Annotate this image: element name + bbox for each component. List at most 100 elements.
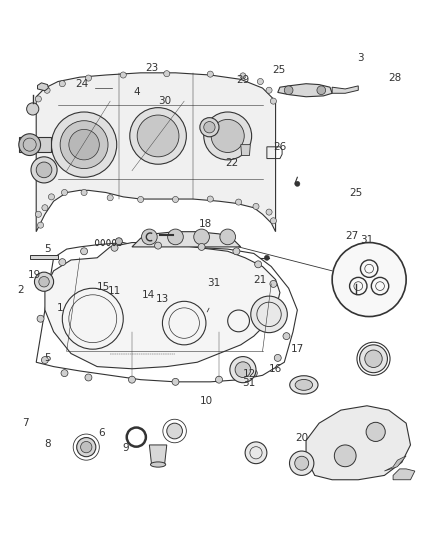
Circle shape: [164, 71, 170, 77]
Circle shape: [138, 197, 144, 203]
Circle shape: [35, 272, 53, 292]
Text: 31: 31: [207, 278, 220, 288]
Circle shape: [60, 120, 108, 168]
Circle shape: [61, 370, 68, 377]
Circle shape: [332, 243, 406, 317]
Circle shape: [215, 376, 223, 383]
Circle shape: [111, 244, 118, 251]
Text: 30: 30: [158, 96, 171, 106]
Circle shape: [198, 244, 205, 251]
Circle shape: [39, 280, 46, 287]
Text: 13: 13: [156, 294, 169, 304]
Circle shape: [270, 98, 276, 104]
Circle shape: [27, 103, 39, 115]
Circle shape: [233, 248, 240, 255]
Circle shape: [35, 211, 42, 217]
Circle shape: [172, 378, 179, 385]
Circle shape: [44, 87, 50, 93]
Circle shape: [295, 456, 309, 470]
Circle shape: [81, 189, 87, 196]
Circle shape: [38, 222, 44, 228]
Circle shape: [245, 442, 267, 464]
Text: 3: 3: [357, 53, 364, 62]
Text: 24: 24: [75, 79, 88, 88]
Text: 21: 21: [254, 274, 267, 285]
Circle shape: [128, 376, 135, 383]
Text: 17: 17: [291, 344, 304, 354]
Circle shape: [85, 374, 92, 381]
Text: 2: 2: [18, 286, 24, 295]
Circle shape: [230, 357, 256, 383]
Circle shape: [211, 119, 244, 152]
Circle shape: [235, 362, 251, 377]
Ellipse shape: [150, 462, 166, 467]
Circle shape: [59, 259, 66, 265]
Circle shape: [37, 315, 44, 322]
Polygon shape: [345, 293, 367, 303]
Circle shape: [59, 80, 65, 87]
Circle shape: [200, 118, 219, 137]
Circle shape: [42, 357, 48, 364]
Circle shape: [240, 73, 246, 79]
Circle shape: [270, 280, 277, 287]
Ellipse shape: [295, 379, 313, 390]
Text: 9: 9: [122, 443, 129, 454]
Text: 31: 31: [242, 378, 255, 388]
Circle shape: [35, 96, 42, 102]
Circle shape: [116, 238, 122, 245]
Circle shape: [290, 451, 314, 475]
Circle shape: [279, 306, 286, 313]
Polygon shape: [278, 84, 332, 97]
Circle shape: [295, 181, 300, 187]
Text: 22: 22: [226, 158, 239, 168]
Circle shape: [254, 261, 261, 268]
Text: 23: 23: [145, 63, 158, 74]
Circle shape: [77, 438, 96, 457]
Text: 26: 26: [273, 142, 286, 152]
Circle shape: [207, 71, 213, 77]
Circle shape: [107, 195, 113, 201]
Text: 12: 12: [243, 369, 256, 379]
Text: 15: 15: [97, 282, 110, 293]
Circle shape: [284, 86, 293, 94]
Text: 5: 5: [44, 244, 50, 254]
Circle shape: [266, 87, 272, 93]
Text: 5: 5: [44, 353, 50, 363]
Circle shape: [51, 112, 117, 177]
Text: 16: 16: [269, 364, 282, 374]
Text: 7: 7: [22, 418, 28, 428]
Polygon shape: [45, 243, 280, 369]
Polygon shape: [393, 469, 415, 480]
Polygon shape: [132, 232, 241, 247]
Circle shape: [283, 333, 290, 340]
Circle shape: [61, 189, 67, 196]
Circle shape: [130, 108, 186, 164]
Circle shape: [81, 441, 92, 453]
Text: 19: 19: [28, 270, 41, 280]
Circle shape: [251, 370, 257, 377]
Circle shape: [31, 157, 57, 183]
Circle shape: [137, 115, 179, 157]
Text: 29: 29: [237, 75, 250, 85]
Ellipse shape: [290, 376, 318, 394]
Polygon shape: [332, 86, 358, 93]
Polygon shape: [385, 456, 406, 471]
Circle shape: [266, 209, 272, 215]
Circle shape: [236, 199, 242, 205]
Circle shape: [204, 122, 215, 133]
Polygon shape: [149, 445, 167, 465]
Text: 25: 25: [272, 65, 286, 75]
Circle shape: [360, 345, 388, 373]
Circle shape: [251, 296, 287, 333]
Circle shape: [81, 248, 88, 255]
Text: 1: 1: [57, 303, 64, 313]
Circle shape: [167, 423, 183, 439]
Text: 18: 18: [198, 219, 212, 229]
Text: 28: 28: [389, 74, 402, 84]
Circle shape: [85, 75, 92, 81]
Text: 11: 11: [108, 286, 121, 296]
Circle shape: [264, 255, 269, 261]
Text: 27: 27: [345, 231, 358, 241]
Circle shape: [365, 350, 382, 367]
Text: 10: 10: [199, 397, 212, 407]
